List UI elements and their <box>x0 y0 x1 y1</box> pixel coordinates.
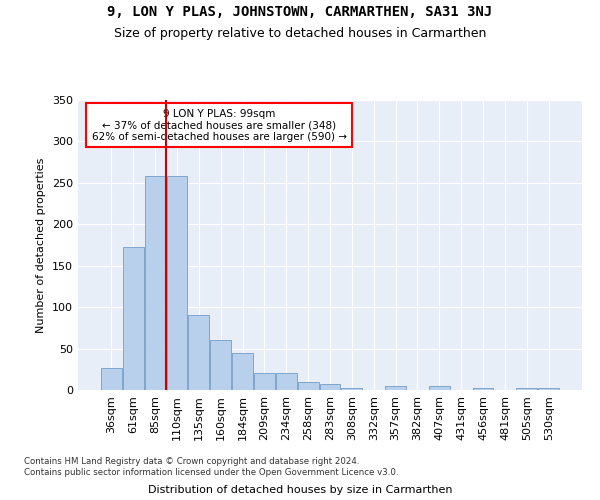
Bar <box>341 388 362 390</box>
Bar <box>210 340 231 390</box>
Y-axis label: Number of detached properties: Number of detached properties <box>37 158 46 332</box>
Bar <box>473 388 493 390</box>
Bar <box>232 352 253 390</box>
Bar <box>385 386 406 390</box>
Bar <box>188 316 209 390</box>
Text: 9 LON Y PLAS: 99sqm
← 37% of detached houses are smaller (348)
62% of semi-detac: 9 LON Y PLAS: 99sqm ← 37% of detached ho… <box>92 108 347 142</box>
Text: Size of property relative to detached houses in Carmarthen: Size of property relative to detached ho… <box>114 28 486 40</box>
Text: 9, LON Y PLAS, JOHNSTOWN, CARMARTHEN, SA31 3NJ: 9, LON Y PLAS, JOHNSTOWN, CARMARTHEN, SA… <box>107 5 493 19</box>
Bar <box>145 176 166 390</box>
Bar <box>429 386 450 390</box>
Bar <box>276 374 296 390</box>
Bar <box>320 384 340 390</box>
Bar <box>538 388 559 390</box>
Text: Distribution of detached houses by size in Carmarthen: Distribution of detached houses by size … <box>148 485 452 495</box>
Text: Contains HM Land Registry data © Crown copyright and database right 2024.
Contai: Contains HM Land Registry data © Crown c… <box>24 458 398 477</box>
Bar <box>517 388 537 390</box>
Bar <box>101 368 122 390</box>
Bar <box>298 382 319 390</box>
Bar <box>167 176 187 390</box>
Bar <box>123 248 143 390</box>
Bar <box>254 374 275 390</box>
